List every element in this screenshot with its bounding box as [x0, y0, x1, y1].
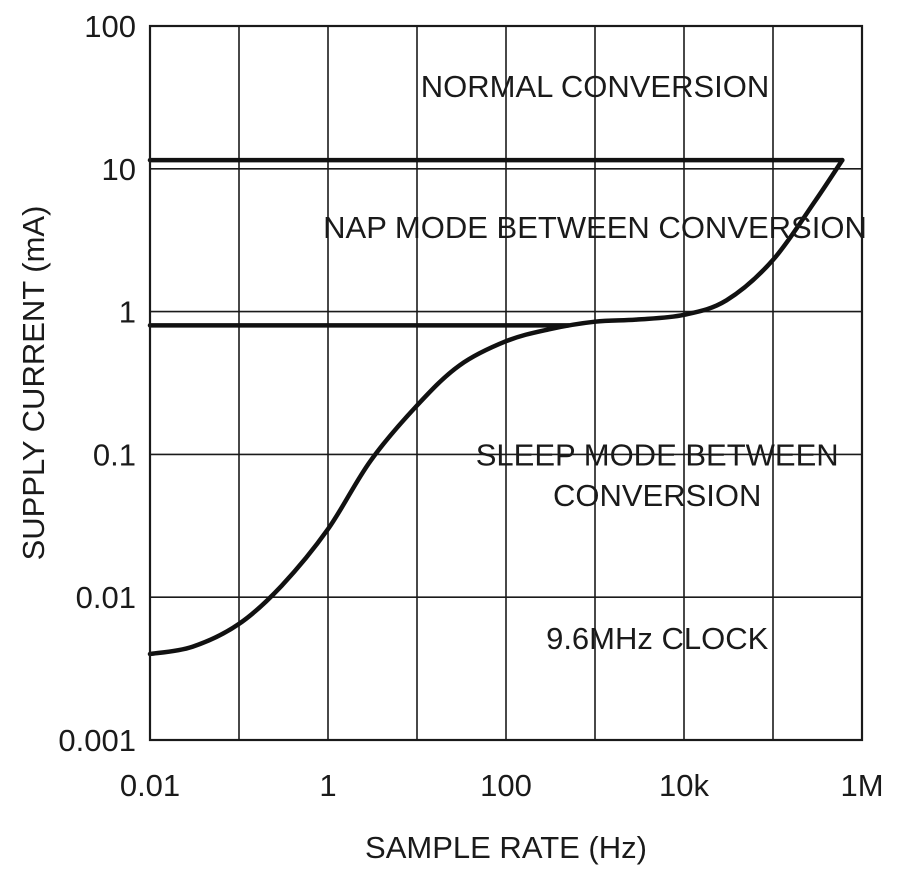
y-tick-labels: 0.001 0.01 0.1 1 10 100	[58, 9, 136, 758]
annotation-label: SLEEP MODE BETWEEN	[476, 437, 839, 472]
grid-lines	[150, 26, 862, 740]
x-tick-labels: 0.01 1 100 10k 1M	[120, 768, 884, 803]
y-tick-label: 0.1	[93, 437, 136, 472]
annotation-label: NAP MODE BETWEEN CONVERSION	[323, 210, 867, 245]
x-tick-label: 100	[480, 768, 532, 803]
y-tick-label: 100	[84, 9, 136, 44]
x-tick-label: 1	[319, 768, 336, 803]
y-tick-label: 0.01	[76, 580, 136, 615]
y-tick-label: 10	[102, 152, 136, 187]
annotation-label: CONVERSION	[553, 478, 761, 513]
annotation-label: NORMAL CONVERSION	[421, 69, 770, 104]
x-axis-title: SAMPLE RATE (Hz)	[365, 830, 647, 865]
data-curves	[147, 157, 845, 657]
x-tick-label: 0.01	[120, 768, 180, 803]
y-axis-title: SUPPLY CURRENT (mA)	[16, 206, 51, 561]
sleep-mode-curve	[147, 157, 845, 657]
x-tick-label: 10k	[659, 768, 709, 803]
y-tick-label: 0.001	[58, 723, 136, 758]
y-tick-label: 1	[119, 295, 136, 330]
annotations: NORMAL CONVERSION NAP MODE BETWEEN CONVER…	[323, 69, 867, 656]
x-tick-label: 1M	[840, 768, 883, 803]
plot-frame	[148, 24, 864, 742]
annotation-label: 9.6MHz CLOCK	[546, 621, 769, 656]
